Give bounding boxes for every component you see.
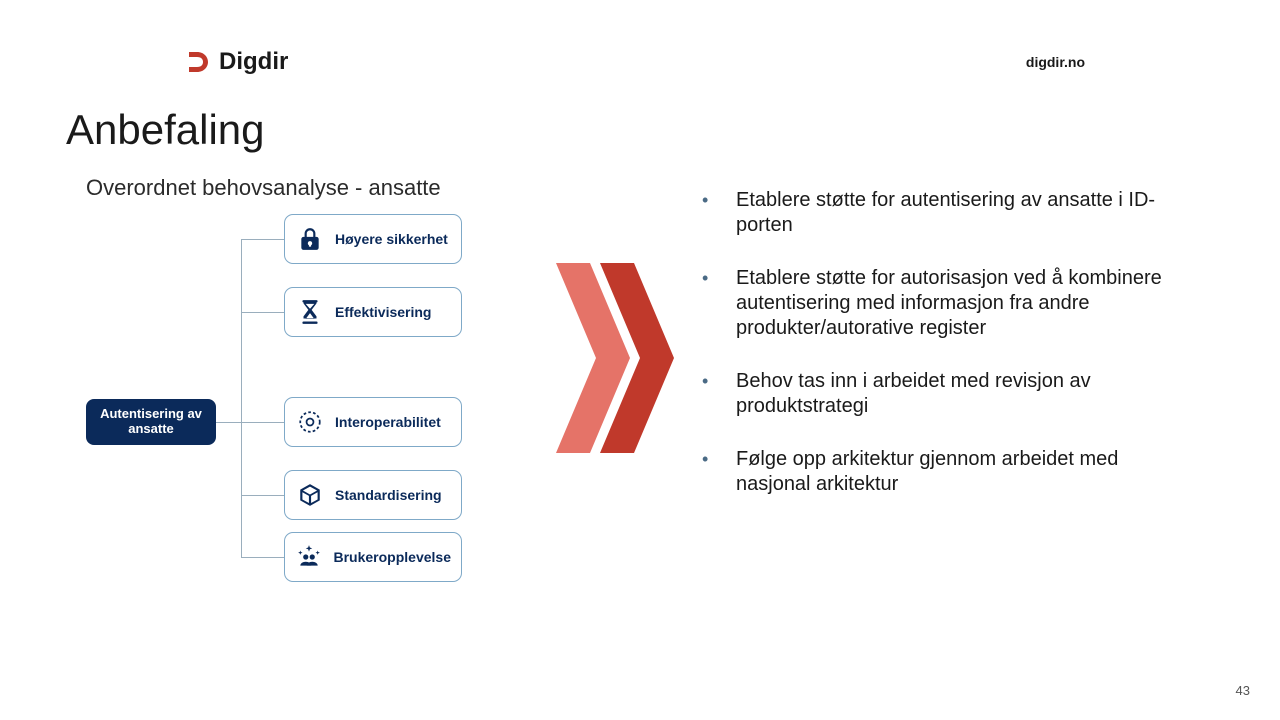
diagram-subtitle: Overordnet behovsanalyse - ansatte — [86, 175, 441, 201]
slide-header: Digdir digdir.no — [0, 48, 1280, 76]
lock-icon — [295, 224, 325, 254]
diagram-child-label: Høyere sikkerhet — [335, 231, 448, 247]
people-spark-icon — [295, 542, 324, 572]
brand-logo: Digdir — [185, 48, 288, 76]
list-item: •Etablere støtte for autentisering av an… — [702, 188, 1182, 238]
slide-title: Anbefaling — [66, 106, 265, 154]
diagram-child-box: Interoperabilitet — [284, 397, 462, 447]
bullet-text: Etablere støtte for autorisasjon ved å k… — [736, 266, 1182, 341]
list-item: •Følge opp arkitektur gjennom arbeidet m… — [702, 447, 1182, 497]
diagram-root-label: Autentisering av ansatte — [92, 407, 210, 437]
connector-root-stub — [216, 422, 241, 423]
diagram-child-box: Effektivisering — [284, 287, 462, 337]
diagram-child-box: Høyere sikkerhet — [284, 214, 462, 264]
bullet-text: Etablere støtte for autentisering av ans… — [736, 188, 1182, 238]
diagram-child-box: Standardisering — [284, 470, 462, 520]
connector-trunk — [241, 239, 242, 557]
site-url: digdir.no — [1026, 54, 1085, 70]
diagram-child-label: Brukeropplevelse — [334, 549, 452, 565]
bullet-dot-icon: • — [702, 188, 736, 238]
bullet-text: Følge opp arkitektur gjennom arbeidet me… — [736, 447, 1182, 497]
diagram-child-box: Brukeropplevelse — [284, 532, 462, 582]
page-number: 43 — [1236, 683, 1250, 698]
connector-branch — [241, 312, 284, 313]
diagram-root-box: Autentisering av ansatte — [86, 399, 216, 445]
analysis-diagram: Autentisering av ansatte Høyere sikkerhe… — [86, 214, 466, 614]
diagram-child-label: Standardisering — [335, 487, 442, 503]
logo-d-icon — [185, 49, 211, 75]
connector-branch — [241, 422, 284, 423]
connector-branch — [241, 239, 284, 240]
bullet-dot-icon: • — [702, 447, 736, 497]
hourglass-icon — [295, 297, 325, 327]
logo-text: Digdir — [219, 48, 288, 76]
list-item: •Behov tas inn i arbeidet med revisjon a… — [702, 369, 1182, 419]
list-item: •Etablere støtte for autorisasjon ved å … — [702, 266, 1182, 341]
connector-branch — [241, 495, 284, 496]
gear-circle-icon — [295, 407, 325, 437]
bullet-dot-icon: • — [702, 266, 736, 341]
bullet-dot-icon: • — [702, 369, 736, 419]
cube-icon — [295, 480, 325, 510]
bullet-text: Behov tas inn i arbeidet med revisjon av… — [736, 369, 1182, 419]
recommendation-bullets: •Etablere støtte for autentisering av an… — [702, 188, 1182, 525]
slide: Digdir digdir.no Anbefaling Overordnet b… — [0, 0, 1280, 720]
diagram-child-label: Interoperabilitet — [335, 414, 441, 430]
connector-branch — [241, 557, 284, 558]
diagram-child-label: Effektivisering — [335, 304, 431, 320]
arrow-indicator — [556, 263, 676, 453]
